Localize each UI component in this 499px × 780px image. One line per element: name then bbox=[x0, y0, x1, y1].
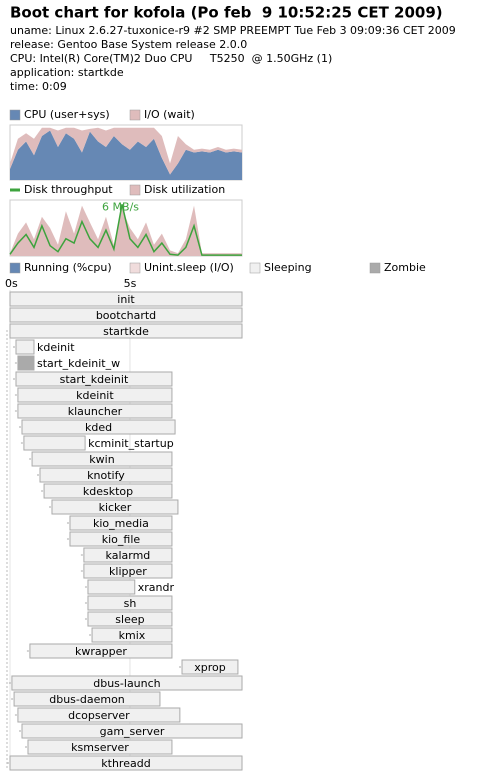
process-bar bbox=[87, 579, 136, 595]
process-name: kwrapper bbox=[75, 645, 127, 658]
process-bar bbox=[51, 499, 179, 515]
process-name: kcminit_startup bbox=[88, 437, 174, 450]
annotation: 6 MB/s bbox=[102, 200, 139, 213]
process-name: knotify bbox=[87, 469, 125, 482]
process-name: init bbox=[117, 293, 135, 306]
process-name: klauncher bbox=[68, 405, 123, 418]
process-bar bbox=[21, 419, 176, 435]
process-bar bbox=[69, 515, 173, 531]
process-bar bbox=[29, 643, 173, 659]
process-bar bbox=[23, 435, 86, 451]
process-bar bbox=[69, 531, 173, 547]
legend-swatch bbox=[9, 109, 21, 121]
legend-swatch bbox=[129, 262, 141, 274]
legend-label: Sleeping bbox=[264, 261, 312, 274]
legend-label: Disk throughput bbox=[24, 183, 113, 196]
process-bar bbox=[17, 387, 173, 403]
process-name: dbus-daemon bbox=[49, 693, 125, 706]
process-bar bbox=[91, 627, 173, 643]
legend-swatch bbox=[129, 184, 141, 196]
process-bar bbox=[17, 707, 181, 723]
process-name: ksmserver bbox=[71, 741, 129, 754]
process-bar bbox=[39, 467, 173, 483]
title: Boot chart for kofola (Po feb 9 10:52:25… bbox=[10, 4, 443, 22]
process-bar bbox=[83, 563, 173, 579]
process-bar bbox=[21, 723, 243, 739]
header-line: CPU: Intel(R) Core(TM)2 Duo CPU T5250 @ … bbox=[10, 52, 332, 65]
legend-label: Disk utilization bbox=[144, 183, 225, 196]
legend-label: Zombie bbox=[384, 261, 426, 274]
process-bar bbox=[11, 675, 243, 691]
process-bar bbox=[87, 595, 173, 611]
process-name: kalarmd bbox=[106, 549, 151, 562]
process-bar bbox=[9, 755, 243, 771]
process-bar bbox=[15, 371, 173, 387]
process-name: kdesktop bbox=[83, 485, 133, 498]
process-bar bbox=[181, 659, 239, 675]
process-bar bbox=[83, 547, 173, 563]
area bbox=[10, 205, 242, 256]
legend-swatch bbox=[9, 262, 21, 274]
process-name: startkde bbox=[103, 325, 149, 338]
legend-label: CPU (user+sys) bbox=[24, 108, 110, 121]
process-name: start_kdeinit_w bbox=[37, 357, 120, 370]
legend-swatch bbox=[129, 109, 141, 121]
process-name: xrandr bbox=[138, 581, 175, 594]
header-line: time: 0:09 bbox=[10, 80, 67, 93]
process-name: dbus-launch bbox=[93, 677, 160, 690]
process-bar bbox=[87, 611, 173, 627]
process-name: xprop bbox=[194, 661, 226, 674]
process-bar bbox=[15, 339, 35, 355]
process-name: kded bbox=[85, 421, 112, 434]
x-tick-label: 5s bbox=[124, 277, 137, 290]
process-name: dcopserver bbox=[68, 709, 130, 722]
process-name: gam_server bbox=[100, 725, 165, 738]
process-name: sh bbox=[124, 597, 137, 610]
legend-label: Running (%cpu) bbox=[24, 261, 112, 274]
process-bar bbox=[13, 691, 161, 707]
process-name: sleep bbox=[115, 613, 144, 626]
process-name: kmix bbox=[119, 629, 146, 642]
process-name: klipper bbox=[109, 565, 147, 578]
process-bar bbox=[17, 355, 35, 371]
legend-swatch bbox=[249, 262, 261, 274]
process-bar bbox=[27, 739, 173, 755]
process-name: kdeinit bbox=[37, 341, 75, 354]
process-bar bbox=[9, 307, 243, 323]
legend-label: I/O (wait) bbox=[144, 108, 195, 121]
process-name: kicker bbox=[99, 501, 132, 514]
process-bar bbox=[31, 451, 173, 467]
process-bar bbox=[43, 483, 173, 499]
process-name: kio_media bbox=[93, 517, 149, 530]
header-line: uname: Linux 2.6.27-tuxonice-r9 #2 SMP P… bbox=[10, 24, 456, 37]
process-name: kwin bbox=[89, 453, 114, 466]
line bbox=[9, 204, 242, 256]
process-name: bootchartd bbox=[96, 309, 156, 322]
process-name: kio_file bbox=[102, 533, 141, 546]
legend-swatch bbox=[369, 262, 381, 274]
process-name: start_kdeinit bbox=[60, 373, 129, 386]
process-bar bbox=[9, 323, 243, 339]
process-name: kdeinit bbox=[76, 389, 114, 402]
header-line: release: Gentoo Base System release 2.0.… bbox=[10, 38, 247, 51]
header-line: application: startkde bbox=[10, 66, 124, 79]
area bbox=[10, 130, 242, 180]
process-name: kthreadd bbox=[101, 757, 150, 770]
legend-label: Unint.sleep (I/O) bbox=[144, 261, 234, 274]
x-tick-label: 0s bbox=[5, 277, 18, 290]
process-bar bbox=[9, 291, 243, 307]
process-bar bbox=[17, 403, 173, 419]
area bbox=[10, 127, 242, 175]
